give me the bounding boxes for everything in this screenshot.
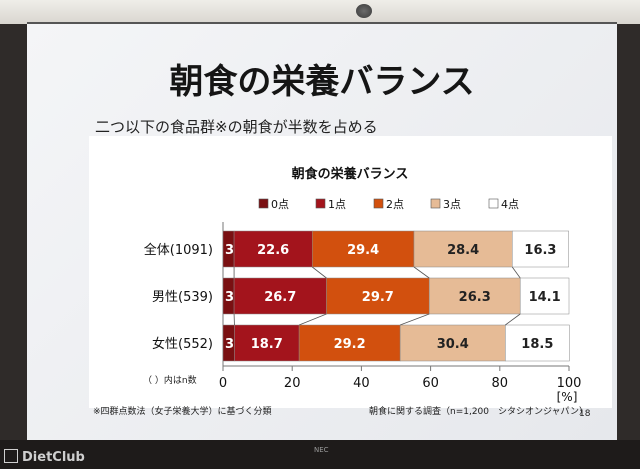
bar-segment [233, 230, 313, 268]
bar-segment [399, 324, 506, 362]
category-label: 男性(539) [152, 290, 213, 305]
data-label: 22.6 [257, 243, 289, 258]
category-label: 全体(1091) [144, 242, 213, 258]
connector-line [505, 313, 521, 326]
chart-title: 朝食の栄養バランス [292, 166, 409, 182]
connector-line [400, 313, 430, 326]
watermark: DietClub [4, 449, 85, 465]
data-label: 29.7 [362, 290, 394, 305]
data-label: 26.3 [459, 290, 491, 305]
legend-swatch [258, 198, 269, 209]
legend-swatch [373, 198, 384, 209]
x-tick-label: 80 [492, 376, 509, 391]
source-note: 朝食に関する調査（n=1,200 シタシオンジャパン） [369, 407, 589, 417]
ceiling-light [356, 4, 372, 18]
projector-brand: NEC [314, 446, 329, 454]
legend-label: 0点 [271, 198, 289, 211]
legend-swatch [488, 198, 499, 209]
x-tick-label: 0 [219, 376, 227, 391]
data-label: 28.4 [447, 243, 479, 258]
bar-segment [312, 230, 415, 268]
x-tick-label: 60 [422, 376, 439, 391]
page-number: 18 [579, 409, 591, 419]
chart-panel: 朝食の栄養バランス 0点 1点 2点 3点 4点 0 20 40 60 80 100 [%] 全体(109… [89, 136, 612, 408]
bar-segment [512, 230, 569, 268]
legend-label: 2点 [386, 198, 404, 211]
screen-bezel [0, 440, 640, 469]
x-tick-label: 100 [557, 376, 582, 391]
legend-swatch [315, 198, 326, 209]
watermark-text: DietClub [22, 450, 85, 465]
data-label: 16.3 [524, 243, 556, 258]
legend-swatch [430, 198, 441, 209]
legend-label: 3点 [443, 198, 461, 211]
x-tick-label: 40 [353, 376, 370, 391]
watermark-logo-icon [4, 449, 18, 463]
connector-line [413, 266, 430, 279]
data-label: 14.1 [529, 290, 561, 305]
data-label: 18.5 [521, 337, 553, 352]
data-label: 26.7 [264, 290, 296, 305]
bar-segment [233, 277, 327, 315]
slide-title: 朝食の栄養バランス [169, 62, 475, 102]
bar-segment [428, 277, 521, 315]
footnote: ※四群点数法（女子栄養大学）に基づく分類 [93, 407, 272, 417]
bar-segment [519, 277, 570, 315]
data-label: 18.7 [251, 337, 283, 352]
n-count-note: （ ）内はn数 [143, 374, 197, 386]
category-label: 女性(552) [152, 336, 213, 352]
data-label: 29.4 [347, 243, 379, 258]
slide-subtitle: 二つ以下の食品群※の朝食が半数を占める [95, 118, 378, 136]
stacked-bar-chart: 朝食の栄養バランス 0点 1点 2点 3点 4点 0 20 40 60 80 100[%] 全体(109… [143, 166, 582, 404]
bar-segment [505, 324, 570, 362]
bar-segment [298, 324, 401, 362]
projection-screen: 朝食の栄養バランス 二つ以下の食品群※の朝食が半数を占める 朝食の栄養バランス 0… [27, 22, 617, 444]
data-label: 29.2 [334, 337, 366, 352]
data-label: 30.4 [437, 337, 469, 352]
ceiling [0, 0, 640, 24]
connector-line [298, 313, 327, 326]
legend-label: 1点 [328, 198, 346, 211]
bar-segment [326, 277, 430, 315]
bar-segment [413, 230, 513, 268]
connector-line [511, 266, 521, 279]
legend-label: 4点 [501, 198, 519, 211]
connector-line [312, 266, 327, 279]
x-tick-label: 20 [284, 376, 301, 391]
x-unit-label: [%] [557, 390, 578, 404]
